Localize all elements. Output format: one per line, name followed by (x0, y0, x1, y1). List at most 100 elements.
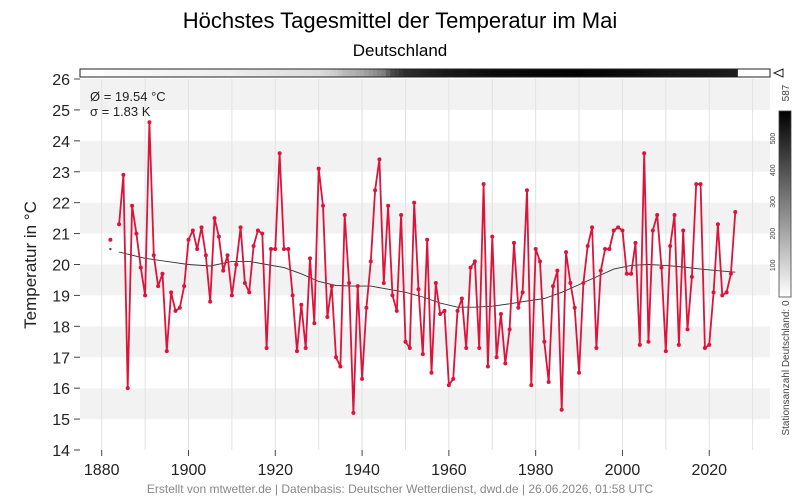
station-count-cell (177, 69, 183, 77)
mean-label: Ø = 19.54 °C (90, 89, 166, 104)
grid-band (80, 79, 770, 110)
station-count-cell (286, 69, 291, 77)
station-count-cell (416, 69, 422, 77)
data-point (355, 284, 360, 289)
grid-band (80, 233, 770, 265)
station-count-cell (247, 69, 252, 77)
data-point (464, 345, 469, 350)
y-tick-label: 14 (52, 443, 70, 460)
data-point (108, 237, 113, 242)
station-count-cell (485, 69, 491, 77)
data-point (156, 284, 161, 289)
data-point (386, 203, 391, 208)
colorbar-tick-label: 300 (770, 196, 777, 208)
station-count-cell (433, 69, 439, 77)
station-count-cell (663, 69, 669, 77)
data-point (429, 370, 434, 375)
data-point (177, 305, 182, 310)
data-point (650, 228, 655, 233)
data-point (229, 293, 234, 298)
station-count-cell (672, 69, 678, 77)
station-count-cell (403, 69, 409, 77)
station-count-strip (79, 68, 771, 78)
station-count-cell (589, 69, 595, 77)
station-count-cell (411, 69, 417, 77)
grid-band (80, 171, 770, 203)
x-tick-label: 1920 (257, 462, 293, 479)
y-tick-label: 23 (52, 165, 70, 182)
station-count-cell (316, 69, 322, 77)
data-point (277, 151, 282, 156)
data-point (459, 296, 464, 301)
data-point (694, 182, 699, 187)
data-point (724, 290, 729, 295)
data-point (607, 247, 612, 252)
data-point (572, 305, 577, 310)
station-count-cell (533, 69, 539, 77)
x-tick-label: 2000 (605, 462, 641, 479)
data-point (308, 256, 312, 261)
data-point (546, 379, 551, 384)
y-tick-label: 24 (52, 134, 70, 151)
station-count-cell (659, 69, 665, 77)
data-point (147, 120, 152, 125)
station-count-cell (142, 69, 148, 77)
station-count-cell (477, 69, 482, 77)
station-count-cell (728, 69, 734, 77)
station-count-cell (333, 69, 339, 77)
data-point (373, 188, 378, 193)
station-count-cell (103, 69, 109, 77)
y-tick-label: 20 (52, 258, 70, 275)
x-tick-label: 1900 (171, 462, 207, 479)
data-point (143, 293, 148, 298)
data-point (611, 228, 616, 233)
data-point (581, 281, 586, 286)
data-point (707, 342, 712, 347)
station-count-cell (602, 69, 608, 77)
station-count-cell (138, 69, 144, 77)
station-count-cell (407, 69, 413, 77)
station-count-cell (429, 69, 435, 77)
data-point (728, 271, 733, 276)
data-point (208, 299, 213, 304)
data-point (715, 222, 720, 227)
station-count-cell (273, 69, 278, 77)
data-point (342, 213, 347, 218)
station-count-cell (303, 69, 309, 77)
chart-subtitle: Deutschland (353, 41, 448, 60)
data-point (516, 305, 521, 310)
data-point (399, 213, 404, 218)
data-point (186, 237, 191, 242)
station-count-cell (355, 69, 361, 77)
data-point (594, 345, 599, 350)
station-count-cell (711, 69, 717, 77)
sigma-label: σ = 1.83 K (90, 104, 151, 119)
station-count-cell (394, 69, 400, 77)
colorbar-max-label: 587 (781, 84, 792, 101)
y-tick-label: 21 (52, 227, 70, 244)
data-point (281, 247, 286, 252)
station-count-cell (242, 69, 248, 77)
data-point (238, 225, 243, 230)
station-count-cell (372, 69, 378, 77)
data-point (138, 265, 143, 270)
data-point (663, 349, 668, 354)
data-point (173, 308, 178, 313)
data-point (255, 228, 260, 233)
data-point (711, 290, 716, 295)
grid-band (80, 109, 770, 141)
y-axis-label: Temperatur in °C (21, 201, 40, 329)
data-point (555, 268, 560, 273)
data-point (481, 182, 486, 187)
station-count-cell (481, 69, 487, 77)
station-count-cell (312, 69, 317, 77)
station-count-cell (129, 69, 135, 77)
station-count-cell (585, 69, 591, 77)
station-count-cell (681, 69, 686, 77)
data-point (451, 376, 456, 381)
station-count-cell (112, 69, 118, 77)
data-point (160, 271, 165, 276)
grid-band (80, 357, 770, 389)
station-count-cell (546, 69, 552, 77)
